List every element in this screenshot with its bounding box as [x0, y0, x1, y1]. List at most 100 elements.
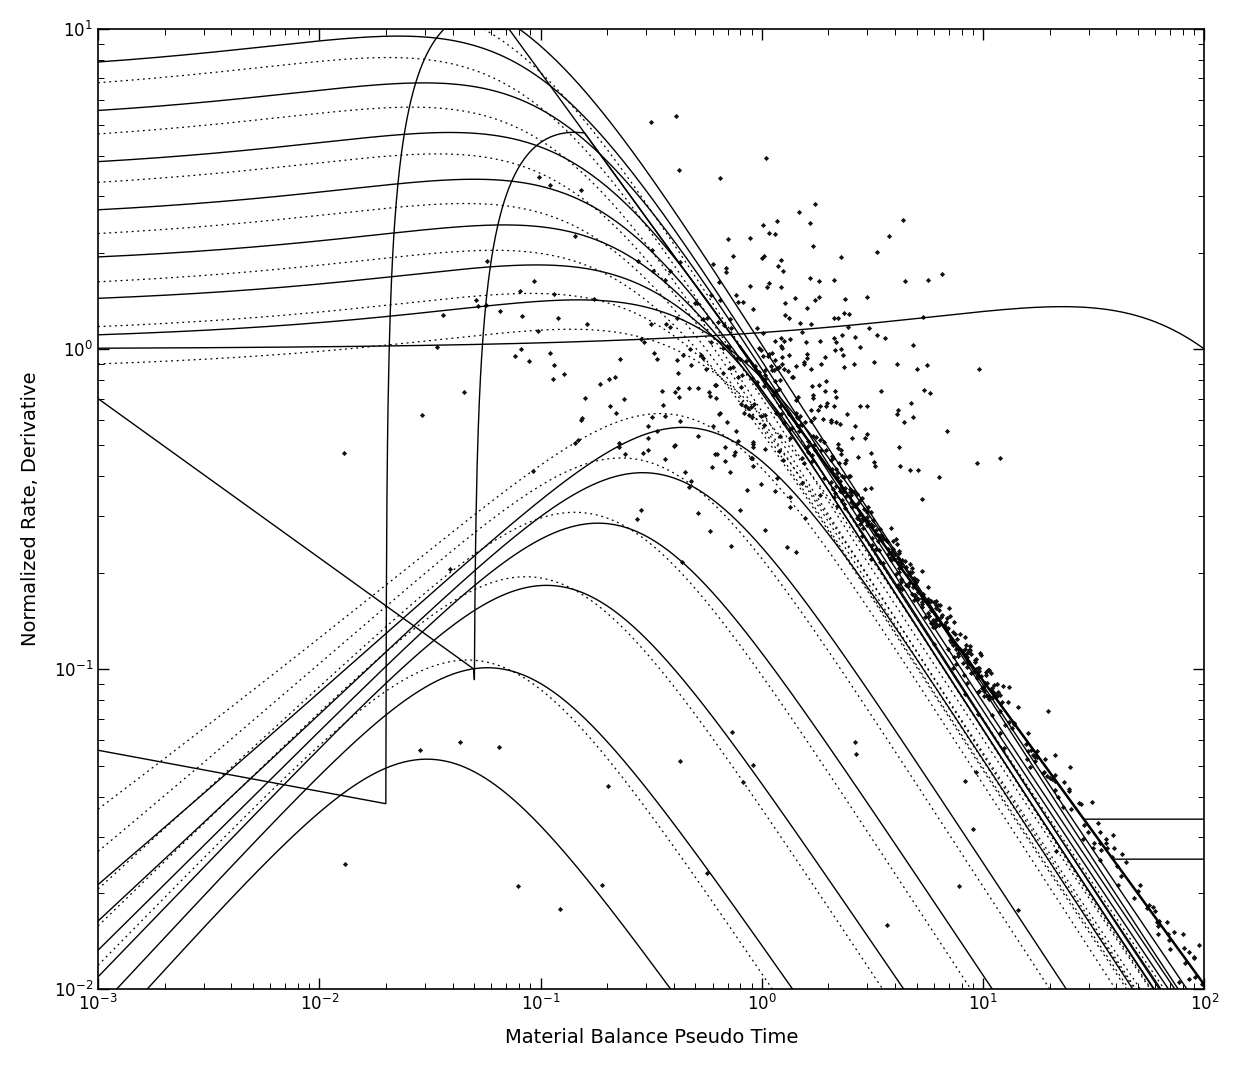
Point — [754, 377, 774, 394]
Point — [959, 643, 978, 660]
Point — [641, 113, 661, 130]
Point — [932, 607, 952, 624]
Point — [924, 614, 944, 631]
Point — [890, 457, 910, 474]
Point — [905, 570, 925, 587]
Point — [825, 271, 844, 288]
Point — [854, 509, 874, 527]
Point — [615, 445, 635, 462]
Point — [728, 349, 748, 366]
Point — [864, 453, 884, 470]
Point — [821, 473, 841, 490]
Point — [794, 454, 813, 471]
Point — [771, 337, 791, 355]
Y-axis label: Normalized Rate, Derivative: Normalized Rate, Derivative — [21, 372, 40, 646]
Point — [838, 318, 858, 335]
Point — [707, 376, 727, 393]
Point — [584, 290, 604, 308]
Point — [743, 757, 763, 774]
Point — [847, 497, 867, 514]
Point — [869, 541, 889, 559]
Point — [725, 443, 745, 460]
Point — [944, 648, 963, 665]
Point — [920, 593, 940, 610]
Point — [849, 339, 869, 356]
Point — [952, 655, 972, 672]
Point — [743, 439, 763, 456]
Point — [724, 248, 744, 265]
Point — [977, 688, 997, 705]
Point — [782, 419, 802, 436]
Point — [786, 544, 806, 561]
Point — [918, 579, 937, 596]
Point — [887, 566, 906, 583]
Point — [982, 682, 1002, 700]
Point — [957, 648, 977, 665]
Point — [688, 505, 708, 522]
Point — [755, 366, 775, 383]
Point — [816, 441, 836, 458]
Point — [760, 274, 780, 292]
Point — [774, 414, 794, 431]
Point — [718, 230, 738, 247]
Point — [768, 257, 787, 274]
Point — [988, 684, 1008, 701]
Point — [743, 436, 763, 453]
Point — [970, 644, 990, 661]
Point — [835, 469, 854, 486]
Point — [987, 687, 1007, 704]
Point — [1128, 882, 1148, 899]
Point — [714, 452, 734, 469]
Point — [775, 414, 795, 431]
Point — [769, 381, 789, 398]
Point — [667, 351, 687, 368]
Point — [1018, 724, 1038, 741]
Point — [753, 347, 773, 364]
Point — [1102, 849, 1122, 866]
Point — [709, 170, 729, 187]
Point — [740, 278, 760, 295]
Point — [929, 597, 949, 614]
Point — [433, 307, 453, 324]
Point — [827, 470, 847, 487]
Point — [887, 406, 906, 423]
Point — [1105, 839, 1125, 857]
Point — [859, 319, 879, 336]
Point — [1054, 774, 1074, 791]
Point — [1035, 751, 1055, 768]
Point — [830, 415, 849, 433]
Point — [670, 253, 689, 270]
Point — [857, 288, 877, 305]
Point — [412, 407, 432, 424]
Point — [959, 654, 978, 671]
Point — [827, 498, 847, 515]
Point — [1023, 745, 1043, 763]
Point — [773, 348, 792, 365]
Point — [956, 772, 976, 789]
Point — [897, 559, 916, 576]
Point — [520, 352, 539, 370]
Point — [868, 327, 888, 344]
Point — [751, 407, 771, 424]
Point — [697, 865, 717, 882]
Point — [1008, 901, 1028, 918]
Point — [901, 395, 921, 412]
Point — [539, 345, 559, 362]
Point — [655, 271, 675, 288]
Point — [1169, 973, 1189, 990]
Point — [863, 518, 883, 535]
Point — [1096, 834, 1116, 851]
Point — [890, 579, 910, 596]
Point — [1179, 944, 1199, 961]
Point — [1184, 948, 1204, 965]
Point — [703, 418, 723, 435]
Point — [918, 591, 937, 608]
Point — [718, 413, 738, 430]
Point — [766, 405, 786, 422]
Point — [1147, 913, 1167, 930]
Point — [529, 169, 549, 186]
Point — [936, 619, 956, 637]
Point — [968, 668, 988, 685]
Point — [665, 383, 684, 400]
Point — [915, 609, 935, 626]
